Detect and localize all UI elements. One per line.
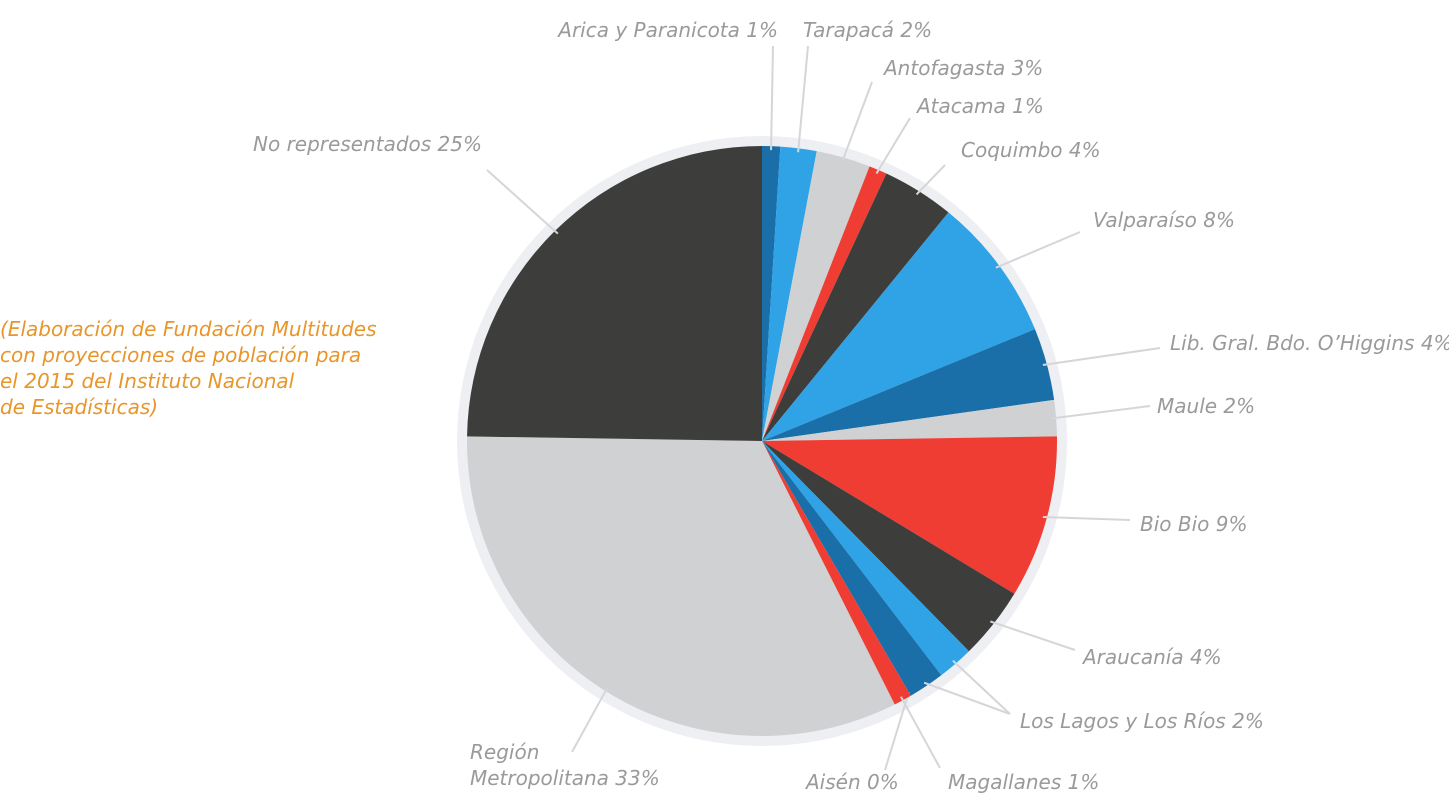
leader-line: [952, 659, 1011, 715]
leader-line: [875, 117, 911, 174]
value-label: 9%: [1215, 512, 1248, 536]
value-label: 1%: [746, 18, 778, 42]
leader-line: [486, 169, 559, 235]
category-name: Araucanía: [1083, 645, 1184, 669]
pie-slice: [762, 441, 911, 705]
note-line: de Estadísticas): [0, 395, 159, 419]
category-name: Magallanes: [948, 770, 1062, 794]
note-line: el 2015 del Instituto Nacional: [0, 369, 295, 393]
pie-slice: [762, 441, 1015, 652]
value-label: 2%: [900, 18, 933, 42]
value-label: 2%: [1223, 394, 1256, 418]
leader-line: [797, 45, 809, 153]
value-label: 0%: [867, 770, 899, 794]
value-label: 4%: [1420, 331, 1449, 355]
leader-line: [1042, 516, 1131, 521]
slice-label: Arica y Paranicota 1%: [558, 17, 778, 43]
category-name: Los Lagos y Los Ríos: [1020, 709, 1226, 733]
pie-slice: [762, 146, 781, 441]
slice-label: No representados 25%: [253, 131, 482, 157]
slice-label: Aisén 0%: [806, 769, 899, 795]
slice-label: Los Lagos y Los Ríos 2%: [1020, 708, 1264, 734]
leader-line: [989, 620, 1076, 651]
slice-label: Tarapacá 2%: [803, 17, 932, 43]
pie-slice: [762, 151, 870, 441]
leader-line: [923, 681, 1011, 715]
value-label: 1%: [1067, 770, 1100, 794]
pie-slice: [762, 399, 1057, 441]
slice-label: Lib. Gral. Bdo. O’Higgins 4%: [1170, 330, 1449, 356]
pie-slice: [762, 441, 969, 676]
pie-slice: [762, 441, 942, 696]
slice-label: Araucanía 4%: [1083, 644, 1222, 670]
slice-label: Maule 2%: [1157, 393, 1255, 419]
value-label: 3%: [1011, 56, 1044, 80]
pie-slice: [762, 329, 1055, 441]
pie-slice: [762, 173, 949, 441]
value-label: 33%: [615, 766, 660, 790]
slice-label: Coquimbo 4%: [961, 137, 1101, 163]
value-label: 2%: [1232, 709, 1264, 733]
value-label: 1%: [1012, 94, 1044, 118]
pie-slice: [762, 212, 1035, 441]
category-name: Coquimbo: [961, 138, 1063, 162]
category-name: Atacama: [917, 94, 1006, 118]
slice-label: Antofagasta 3%: [884, 55, 1043, 81]
leader-line: [1051, 405, 1151, 420]
value-label: 8%: [1203, 208, 1235, 232]
slice-label: Región Metropolitana 33%: [470, 739, 682, 791]
note-line: (Elaboración de Fundación Multitudes: [0, 317, 377, 341]
leader-line: [995, 231, 1081, 269]
pie-slice: [466, 436, 895, 737]
leader-line: [770, 45, 774, 151]
slice-label: Atacama 1%: [917, 93, 1044, 119]
category-name: No representados: [253, 132, 432, 156]
value-label: 4%: [1068, 138, 1101, 162]
value-label: 25%: [437, 132, 482, 156]
leader-line: [571, 687, 609, 753]
leader-line: [915, 164, 946, 196]
slice-label: Magallanes 1%: [948, 769, 1099, 795]
category-name: Arica y Paranicota: [558, 18, 740, 42]
leader-line: [841, 81, 873, 162]
pie-slice: [762, 436, 1058, 594]
category-name: Región Metropolitana: [470, 740, 609, 790]
category-name: Aisén: [806, 770, 861, 794]
category-name: Valparaíso: [1093, 208, 1197, 232]
slice-label: Valparaíso 8%: [1093, 207, 1235, 233]
category-name: Tarapacá: [803, 18, 895, 42]
value-label: 4%: [1189, 645, 1222, 669]
pie-slice: [762, 146, 817, 441]
category-name: Maule: [1157, 394, 1218, 418]
pie-slice: [762, 166, 887, 441]
pie-slice: [467, 146, 762, 441]
category-name: Lib. Gral. Bdo. O’Higgins: [1170, 331, 1415, 355]
leader-line: [900, 696, 941, 769]
leader-line: [1042, 347, 1161, 366]
note-line: con proyecciones de población para: [0, 343, 362, 367]
category-name: Antofagasta: [884, 56, 1006, 80]
source-note: (Elaboración de Fundación Multitudes con…: [0, 316, 376, 420]
slice-label: Bio Bio 9%: [1140, 511, 1247, 537]
category-name: Bio Bio: [1140, 512, 1210, 536]
